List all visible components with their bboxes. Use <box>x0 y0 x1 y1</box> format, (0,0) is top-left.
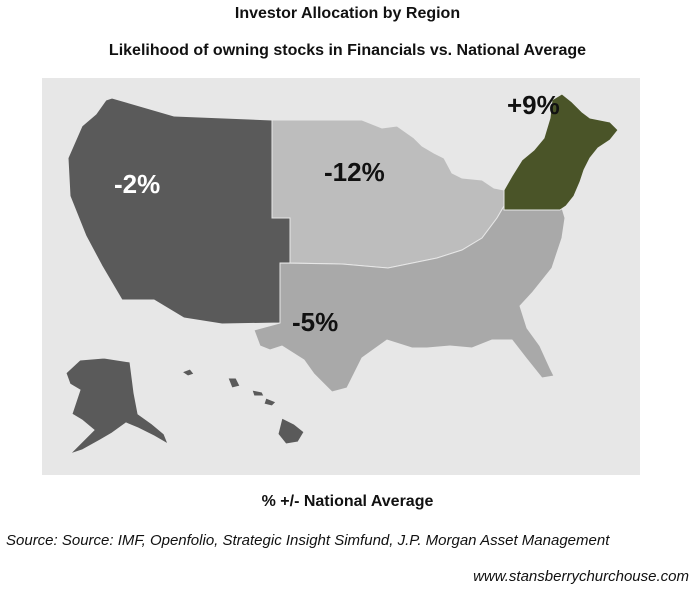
x-axis-label: % +/- National Average <box>261 493 434 510</box>
map-panel: -2% -12% -5% +9% <box>42 78 640 475</box>
map-subtitle: Likelihood of owning stocks in Financial… <box>108 42 587 59</box>
region-label-midwest: -12% <box>324 157 385 187</box>
source-note: Source: Source: IMF, Openfolio, Strategi… <box>6 532 610 549</box>
region-label-west: -2% <box>114 169 160 199</box>
region-label-northeast: +9% <box>507 90 560 120</box>
region-west <box>67 97 291 325</box>
region-south <box>253 205 566 393</box>
map-title: Investor Allocation by Region <box>234 5 461 22</box>
region-northeast <box>503 93 619 211</box>
region-hawaii <box>180 368 305 445</box>
region-label-south: -5% <box>292 307 338 337</box>
us-region-map: -2% -12% -5% +9% <box>65 90 619 455</box>
website-credit: www.stansberrychurchouse.com <box>473 568 689 585</box>
region-alaska <box>65 357 169 455</box>
